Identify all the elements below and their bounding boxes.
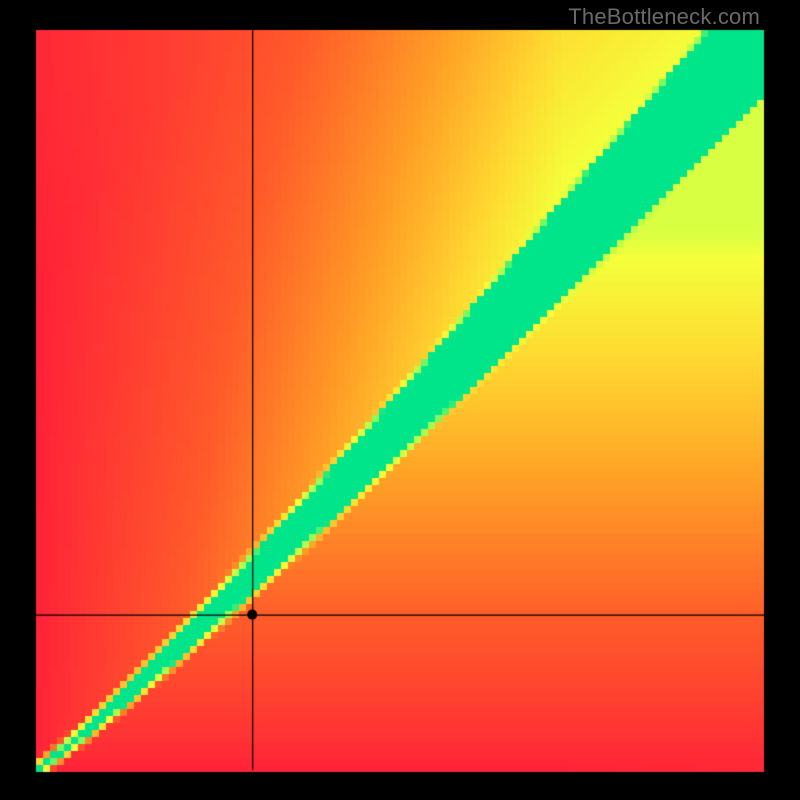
heatmap-canvas [0, 0, 800, 800]
watermark-text: TheBottleneck.com [568, 4, 760, 30]
